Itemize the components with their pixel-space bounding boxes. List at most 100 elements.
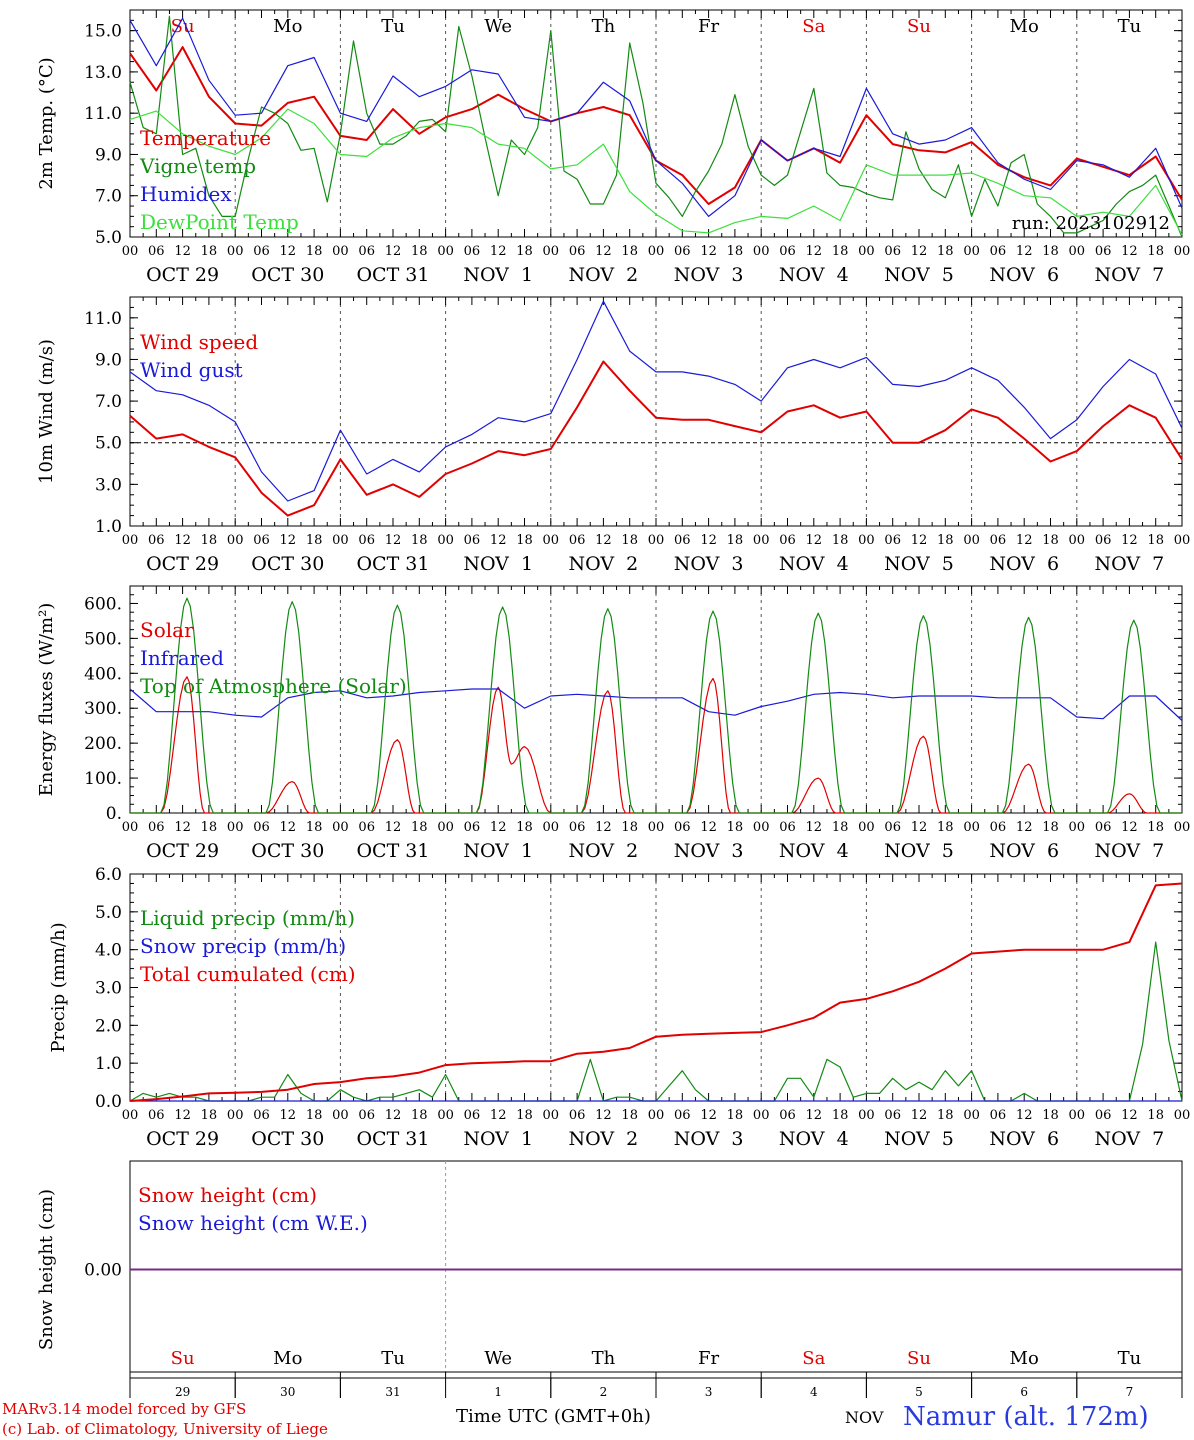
weekday-label: Su	[907, 1348, 931, 1369]
hour-tick-label: 06	[884, 244, 901, 259]
date-label: NOV 5	[884, 840, 954, 862]
hour-tick-label: 18	[306, 1108, 323, 1123]
hour-tick-label: 06	[464, 533, 481, 548]
hour-tick-label: 12	[700, 820, 717, 835]
hour-tick-label: 06	[1095, 244, 1112, 259]
series-line-vigne-temp	[129, 15, 1183, 238]
model-credit-line: MARv3.14 model forced by GFS	[2, 1400, 247, 1418]
hour-tick-label: 12	[595, 244, 612, 259]
hour-tick-label: 18	[832, 820, 849, 835]
hour-tick-label: 06	[148, 533, 165, 548]
hour-tick-label: 00	[332, 1108, 349, 1123]
hour-tick-label: 00	[753, 244, 770, 259]
hour-tick-label: 18	[201, 244, 218, 259]
date-label: NOV 6	[989, 840, 1059, 862]
hour-tick-label: 00	[543, 244, 560, 259]
month-label: NOV	[845, 1408, 884, 1427]
y-tick-label: 5.0	[95, 434, 122, 454]
hour-tick-label: 18	[1042, 244, 1059, 259]
hour-tick-label: 18	[621, 820, 638, 835]
hour-tick-label: 12	[806, 1108, 823, 1123]
hour-tick-label: 06	[990, 1108, 1007, 1123]
hour-tick-label: 00	[648, 1108, 665, 1123]
y-tick-label: 500.	[84, 629, 122, 649]
date-label: OCT 29	[146, 1128, 219, 1150]
lab-credit-line: (c) Lab. of Climatology, University of L…	[2, 1420, 328, 1438]
date-label: NOV 4	[779, 264, 849, 286]
hour-tick-label: 06	[358, 1108, 375, 1123]
hour-tick-label: 18	[621, 244, 638, 259]
date-label: NOV 1	[463, 553, 533, 575]
legend-entry: Solar	[140, 618, 194, 642]
hour-tick-label: 12	[385, 533, 402, 548]
hour-tick-label: 18	[516, 1108, 533, 1123]
hour-tick-label: 06	[1095, 1108, 1112, 1123]
series-line-dewpoint-temp	[129, 108, 1183, 236]
hour-tick-label: 00	[332, 244, 349, 259]
hour-tick-label: 12	[385, 244, 402, 259]
weekday-label: Th	[592, 16, 616, 37]
hour-tick-label: 18	[1147, 820, 1164, 835]
y-tick-label: 15.0	[84, 22, 122, 42]
y-axis-title: 2m Temp. (°C)	[36, 57, 57, 189]
hour-tick-label: 12	[490, 820, 507, 835]
date-label: NOV 1	[463, 264, 533, 286]
weekday-label: Mo	[273, 1348, 302, 1369]
day-number-label: 4	[810, 1385, 818, 1399]
hour-tick-label: 18	[727, 244, 744, 259]
hour-tick-label: 12	[700, 1108, 717, 1123]
hour-tick-label: 00	[963, 244, 980, 259]
weekday-label: Su	[907, 16, 931, 37]
hour-tick-label: 00	[858, 244, 875, 259]
hour-tick-label: 18	[1042, 533, 1059, 548]
date-label: OCT 30	[251, 264, 324, 286]
hour-tick-label: 00	[332, 820, 349, 835]
hour-tick-label: 12	[280, 1108, 297, 1123]
hour-tick-label: 12	[1016, 1108, 1033, 1123]
hour-tick-label: 12	[1121, 244, 1138, 259]
y-tick-label: 6.0	[95, 865, 122, 885]
hour-tick-label: 18	[937, 1108, 954, 1123]
date-label: NOV 7	[1095, 1128, 1165, 1150]
hour-tick-label: 00	[122, 1108, 139, 1123]
hour-tick-label: 06	[779, 244, 796, 259]
legend-entry: Snow precip (mm/h)	[140, 934, 346, 958]
date-label: OCT 29	[146, 264, 219, 286]
y-tick-label: 400.	[84, 664, 122, 684]
hour-tick-label: 06	[779, 820, 796, 835]
hour-tick-label: 12	[174, 1108, 191, 1123]
hour-tick-label: 00	[543, 533, 560, 548]
y-tick-label: 5.0	[95, 903, 122, 923]
hour-tick-label: 06	[569, 533, 586, 548]
hour-tick-label: 06	[674, 1108, 691, 1123]
hour-tick-label: 00	[1069, 820, 1086, 835]
hour-tick-label: 18	[1147, 1108, 1164, 1123]
hour-tick-label: 00	[858, 533, 875, 548]
day-number-label: 31	[385, 1385, 400, 1399]
weekday-label: Tu	[381, 16, 405, 37]
hour-tick-label: 00	[753, 1108, 770, 1123]
hour-tick-label: 18	[1147, 533, 1164, 548]
weekday-label: Sa	[802, 16, 825, 37]
hour-tick-label: 06	[464, 244, 481, 259]
hour-tick-label: 06	[990, 533, 1007, 548]
hour-tick-label: 12	[385, 820, 402, 835]
hour-tick-label: 18	[306, 244, 323, 259]
date-label: NOV 5	[884, 1128, 954, 1150]
hour-tick-label: 00	[753, 533, 770, 548]
hour-tick-label: 18	[1147, 244, 1164, 259]
weekday-label: We	[484, 16, 512, 37]
hour-tick-label: 00	[648, 820, 665, 835]
hour-tick-label: 00	[543, 820, 560, 835]
date-label: OCT 29	[146, 553, 219, 575]
y-tick-label: 4.0	[95, 941, 122, 961]
date-label: NOV 6	[989, 553, 1059, 575]
hour-tick-label: 00	[648, 533, 665, 548]
y-axis-title: Snow height (cm)	[36, 1189, 57, 1350]
hour-tick-label: 00	[227, 244, 244, 259]
date-label: OCT 29	[146, 840, 219, 862]
hour-tick-label: 18	[516, 820, 533, 835]
date-label: OCT 30	[251, 553, 324, 575]
hour-tick-label: 12	[806, 533, 823, 548]
